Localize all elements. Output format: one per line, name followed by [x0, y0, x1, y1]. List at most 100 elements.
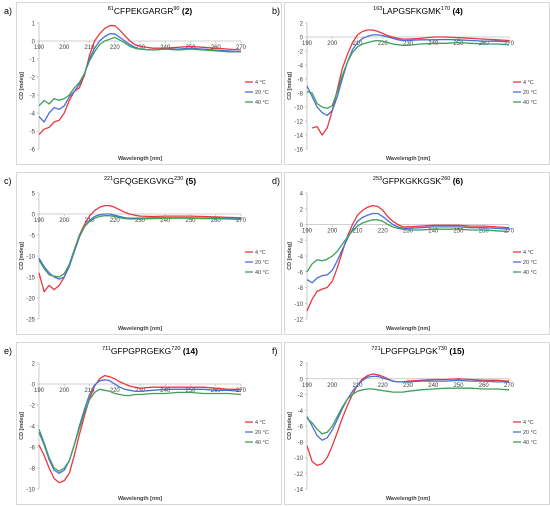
title-start-residue: 253	[372, 176, 383, 183]
y-tick-label: -10	[294, 106, 303, 112]
series-line-1	[38, 374, 241, 484]
title-start-residue: 81	[107, 6, 114, 13]
x-tick-label: 220	[110, 218, 121, 224]
y-tick-label: -8	[298, 92, 304, 98]
y-tick-label: -1	[30, 58, 36, 64]
y-axis-label: CD [mdeg]	[287, 242, 293, 270]
title-start-residue: 163	[373, 6, 383, 13]
x-axis-label: Wavelength [nm]	[386, 326, 430, 332]
x-tick-label: 240	[160, 388, 171, 394]
x-tick-label: 250	[453, 41, 464, 47]
x-tick-label: 250	[453, 383, 464, 389]
chart-title: 221GFQGEKGVKG230 (5)	[17, 176, 283, 186]
x-tick-label: 220	[378, 229, 389, 235]
chart-svg: 4 2 0 -2 -4 -6 -8 -10 -12 190 200 210 220 230 240 250 26…	[287, 192, 537, 333]
title-end-residue: 90	[173, 6, 180, 13]
y-tick-label: -6	[30, 148, 36, 154]
y-tick-label: -6	[298, 270, 304, 276]
y-tick-label: -4	[298, 64, 304, 70]
title-compound-number: (6)	[450, 176, 464, 186]
x-axis-label: Wavelength [nm]	[118, 496, 162, 502]
y-tick-label: -20	[26, 297, 35, 303]
title-start-residue: 721	[371, 346, 381, 353]
y-tick-label: -8	[30, 467, 36, 473]
y-axis-label: CD [mdeg]	[19, 412, 25, 440]
x-tick-label: 210	[84, 388, 95, 394]
x-tick-label: 240	[428, 41, 439, 47]
y-tick-label: -14	[294, 134, 303, 140]
y-tick-label: -15	[26, 276, 35, 282]
x-tick-label: 220	[110, 388, 121, 394]
x-tick-label: 250	[185, 388, 196, 394]
y-tick-label: -12	[294, 120, 303, 126]
panel-label: f)	[272, 346, 278, 356]
x-axis-label: Wavelength [nm]	[118, 156, 162, 162]
chart-panel: 711GFPGPRGEKG720 (14) 2 0 -2 -4 -6 -8 -10 190 200…	[16, 342, 282, 505]
x-tick-label: 220	[378, 383, 389, 389]
y-tick-label: 0	[300, 223, 304, 229]
y-tick-label: -8	[298, 286, 304, 292]
x-tick-label: 260	[211, 218, 222, 224]
title-sequence: GFQGEKGVKG	[113, 176, 175, 186]
y-tick-label: -2	[30, 404, 36, 410]
title-end-residue: 260	[441, 176, 451, 183]
series-line-2	[306, 34, 510, 117]
legend-label: 20 °C	[255, 260, 269, 266]
legend-label: 40 °C	[523, 440, 537, 446]
series-line-1	[38, 25, 242, 136]
x-tick-label: 190	[34, 388, 45, 394]
x-axis-label: Wavelength [nm]	[118, 326, 162, 332]
series-line-2	[38, 379, 242, 474]
x-tick-label: 260	[479, 229, 490, 235]
x-tick-label: 200	[327, 41, 338, 47]
x-tick-label: 270	[504, 41, 515, 47]
y-tick-label: -4	[298, 409, 304, 415]
y-tick-label: -5	[30, 234, 36, 240]
title-sequence: GFPGPRGEKG	[110, 346, 172, 356]
legend-label: 40 °C	[523, 100, 537, 106]
y-tick-label: 0	[32, 383, 36, 389]
title-compound-number: (4)	[450, 6, 463, 16]
x-tick-label: 240	[160, 218, 171, 224]
series-line-2	[306, 212, 510, 284]
legend-label: 40 °C	[255, 270, 269, 276]
legend-label: 20 °C	[523, 430, 537, 436]
y-tick-label: -4	[30, 112, 36, 118]
x-tick-label: 210	[84, 45, 95, 51]
y-tick-label: 0	[300, 377, 304, 383]
series-line-1	[306, 373, 510, 467]
title-compound-number: (5)	[183, 176, 197, 186]
x-tick-label: 270	[236, 388, 247, 394]
y-tick-label: -6	[298, 425, 304, 431]
y-tick-label: 2	[32, 362, 36, 368]
series-line-3	[38, 388, 242, 472]
y-tick-label: -16	[294, 148, 303, 154]
series-line-3	[306, 219, 510, 273]
y-axis-label: CD [mdeg]	[287, 412, 293, 440]
title-sequence: GFPKGKKGSK	[382, 176, 442, 186]
legend-label: 4 °C	[255, 420, 266, 426]
x-tick-label: 250	[453, 229, 464, 235]
x-tick-label: 190	[302, 41, 313, 47]
y-tick-label: -5	[30, 130, 36, 136]
y-tick-label: 2	[300, 22, 304, 28]
x-tick-label: 230	[135, 45, 146, 51]
x-tick-label: 240	[428, 383, 439, 389]
x-tick-label: 190	[302, 383, 313, 389]
title-sequence: CFPEKGARGR	[113, 6, 174, 16]
chart-title: 721LPGFPGLPGK730 (15)	[285, 346, 550, 356]
title-compound-number: (15)	[447, 346, 465, 356]
y-tick-label: 1	[32, 22, 36, 28]
y-tick-label: -8	[298, 440, 304, 446]
y-tick-label: -10	[294, 456, 303, 462]
y-axis-label: CD [mdeg]	[287, 72, 293, 100]
series-line-3	[306, 387, 510, 435]
y-tick-label: -6	[30, 446, 36, 452]
y-tick-label: 4	[300, 192, 304, 198]
y-tick-label: -2	[298, 239, 304, 245]
panel-label: d)	[272, 176, 281, 186]
y-tick-label: -3	[30, 94, 36, 100]
x-tick-label: 260	[211, 388, 222, 394]
